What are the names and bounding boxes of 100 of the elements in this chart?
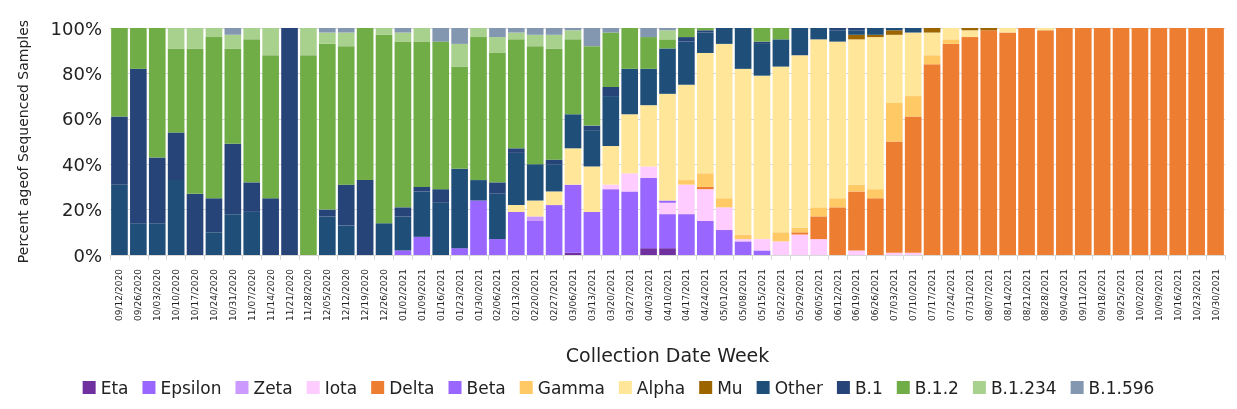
bar <box>205 37 223 199</box>
y-tick-label: 60% <box>61 108 102 130</box>
x-tick-label: 04/03/2021 <box>643 269 654 321</box>
bar <box>526 46 544 165</box>
x-tick-label: 04/24/2021 <box>700 269 711 321</box>
x-tick-label: 07/17/2021 <box>927 269 938 321</box>
bar <box>300 28 317 56</box>
bar <box>394 41 412 208</box>
x-tick-label: 10/02/2021 <box>1134 269 1145 321</box>
bar <box>791 232 809 235</box>
bar <box>810 239 827 255</box>
bar <box>810 28 827 40</box>
y-tick-label: 100% <box>50 17 102 39</box>
x-tick-label: 05/15/2021 <box>756 269 767 321</box>
bar <box>640 248 657 255</box>
x-tick-label: 09/04/2021 <box>1059 269 1070 321</box>
bar <box>451 248 468 255</box>
legend-label: Mu <box>717 377 743 398</box>
bar <box>413 41 431 187</box>
bar <box>564 30 582 40</box>
bar <box>1112 28 1130 255</box>
bar <box>640 28 657 38</box>
bar <box>621 191 639 255</box>
bar <box>1037 30 1054 255</box>
x-tick-label: 11/21/2020 <box>284 268 295 321</box>
x-tick-label: 06/26/2021 <box>870 269 881 321</box>
bar <box>640 68 657 106</box>
bar <box>1207 28 1224 255</box>
bar <box>885 102 903 142</box>
bar <box>564 184 582 253</box>
bar <box>526 164 544 201</box>
bar <box>583 130 601 167</box>
bar <box>1093 28 1111 255</box>
x-tick-label: 10/09/2021 <box>1153 269 1164 321</box>
x-tick-label: 03/27/2021 <box>624 269 635 321</box>
bar <box>432 28 450 42</box>
x-tick-label: 09/11/2021 <box>1078 269 1089 321</box>
bar <box>848 30 865 35</box>
bar <box>810 207 827 217</box>
y-tick-label: 40% <box>61 153 102 175</box>
bar <box>678 180 695 185</box>
bar <box>772 232 790 242</box>
bar <box>640 37 657 69</box>
x-tick-label: 07/10/2021 <box>908 269 919 321</box>
x-tick-label: 10/10/2020 <box>171 268 182 321</box>
x-tick-label: 06/12/2021 <box>832 269 843 321</box>
x-tick-label: 12/12/2020 <box>341 268 352 321</box>
bar <box>659 248 676 255</box>
bar <box>508 211 525 255</box>
bar <box>545 164 563 192</box>
bar <box>715 28 733 44</box>
bar <box>999 28 1016 33</box>
bar <box>904 116 922 253</box>
bar <box>545 191 563 206</box>
bar <box>659 93 676 201</box>
bar <box>508 32 525 40</box>
x-tick-label: 08/14/2021 <box>1002 269 1013 321</box>
bar <box>583 211 601 255</box>
x-tick-label: 12/26/2020 <box>379 268 390 321</box>
bar <box>734 68 752 235</box>
x-tick-label: 10/03/2020 <box>152 268 163 321</box>
bar <box>753 239 771 251</box>
bar <box>319 43 336 210</box>
legend-label: B.1.596 <box>1088 377 1155 398</box>
x-tick-label: 09/18/2021 <box>1097 269 1108 321</box>
bar <box>583 28 601 47</box>
bar <box>1150 28 1168 255</box>
x-tick-label: 12/05/2020 <box>322 268 333 321</box>
x-tick-label: 11/28/2020 <box>303 268 314 321</box>
bar <box>583 46 601 126</box>
bar <box>130 28 147 69</box>
x-tick-label: 04/10/2021 <box>662 269 673 321</box>
bar <box>678 28 695 38</box>
bar <box>659 214 676 249</box>
x-tick-label: 02/06/2021 <box>492 269 503 321</box>
bar <box>715 198 733 208</box>
bar <box>810 216 827 240</box>
bar <box>1074 28 1092 255</box>
bar <box>489 239 506 255</box>
x-tick-label: 10/24/2020 <box>208 268 219 321</box>
bar <box>640 177 657 249</box>
bar <box>1131 28 1149 255</box>
bar <box>451 28 468 44</box>
legend-label: Epsilon <box>160 377 222 398</box>
bar <box>526 34 544 47</box>
bar <box>621 68 639 115</box>
bar <box>224 34 242 49</box>
x-tick-label: 06/05/2021 <box>813 269 824 321</box>
x-tick-label: 01/30/2021 <box>473 269 484 321</box>
bar <box>186 48 204 194</box>
bar <box>753 75 771 240</box>
bar <box>564 114 582 149</box>
bar <box>413 191 431 237</box>
bar <box>696 32 714 53</box>
bar <box>659 30 676 40</box>
legend-label: Alpha <box>636 377 686 398</box>
bar <box>583 166 601 212</box>
bar <box>167 28 185 49</box>
x-tick-label: 05/01/2021 <box>719 269 730 321</box>
bar <box>867 37 884 190</box>
